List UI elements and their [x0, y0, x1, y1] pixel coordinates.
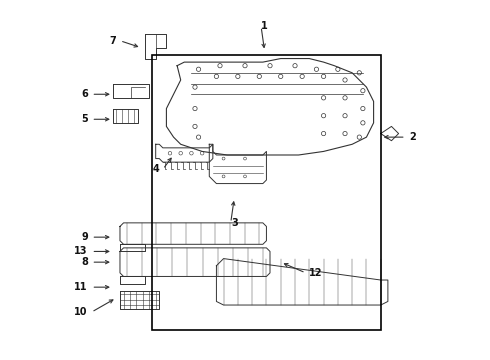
Text: 12: 12 [309, 268, 323, 278]
Text: 7: 7 [110, 36, 117, 46]
Text: 10: 10 [74, 307, 88, 317]
Text: 4: 4 [152, 164, 159, 174]
Text: 3: 3 [231, 218, 238, 228]
Text: 8: 8 [81, 257, 88, 267]
Text: 2: 2 [409, 132, 416, 142]
Bar [152, 55, 381, 330]
Text: 11: 11 [74, 282, 88, 292]
Text: 1: 1 [261, 21, 268, 31]
Text: 13: 13 [74, 247, 88, 256]
Text: 5: 5 [81, 114, 88, 124]
Text: 6: 6 [81, 89, 88, 99]
Text: 9: 9 [81, 232, 88, 242]
